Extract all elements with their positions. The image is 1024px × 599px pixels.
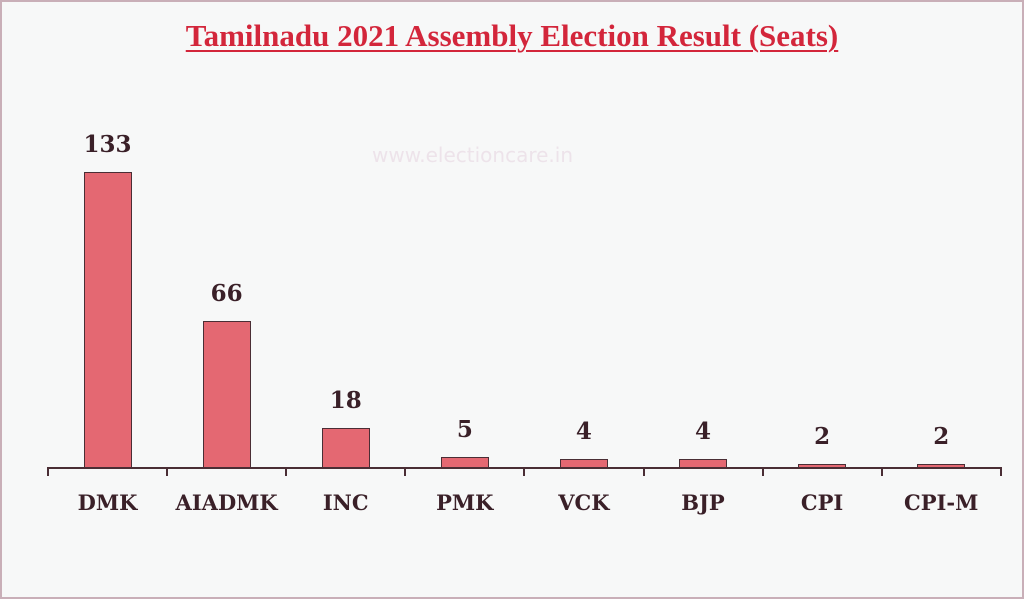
value-label: 18 [329,386,362,414]
value-label: 66 [210,280,243,308]
x-axis-tick [523,467,526,476]
value-label: 2 [814,422,831,450]
value-label: 4 [695,418,712,446]
bar-inc [321,427,370,468]
x-axis-tick [999,467,1002,476]
value-label: 133 [83,131,132,158]
x-axis-tick [404,467,407,476]
bar-dmk [83,172,132,468]
category-label: BJP [681,490,725,515]
watermark: www.electioncare.in [372,143,573,167]
category-label: DMK [77,490,138,515]
x-axis-tick [642,467,645,476]
category-label: PMK [436,490,494,515]
x-axis-tick [761,467,764,476]
x-axis-tick [47,467,49,476]
category-label: VCK [558,490,610,515]
category-label: CPI [800,490,844,515]
x-axis-tick [285,467,288,476]
chart-title: Tamilnadu 2021 Assembly Election Result … [185,18,839,53]
bar-aiadmk [202,321,251,468]
category-label: INC [322,490,369,515]
category-label: CPI-M [904,490,979,515]
x-axis-tick [880,467,883,476]
value-label: 5 [456,415,473,443]
value-label: 4 [575,418,592,446]
value-label: 2 [933,422,950,450]
x-axis-tick [166,467,169,476]
x-axis [48,467,1001,469]
category-label: AIADMK [175,490,278,515]
